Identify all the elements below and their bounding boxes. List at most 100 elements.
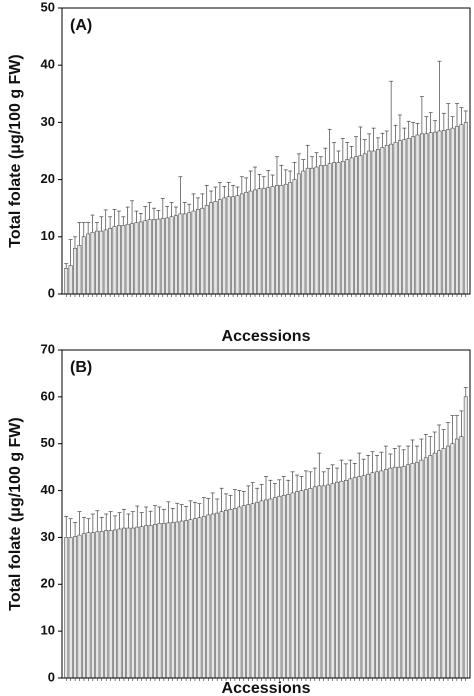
bar xyxy=(237,506,242,679)
bar xyxy=(401,465,406,679)
bar xyxy=(283,183,288,295)
bar xyxy=(179,520,184,679)
bar xyxy=(354,156,358,295)
bar xyxy=(428,455,433,679)
bar xyxy=(113,529,117,679)
bar xyxy=(450,127,455,295)
bar xyxy=(281,495,286,679)
bar xyxy=(321,485,326,679)
bar xyxy=(77,245,82,295)
bar xyxy=(108,227,113,295)
bar xyxy=(99,531,104,679)
y-tick-label: 30 xyxy=(41,529,55,544)
bar xyxy=(130,223,134,295)
bar xyxy=(295,491,300,679)
bar xyxy=(86,532,91,679)
bar xyxy=(191,210,196,295)
y-tick-label: 50 xyxy=(41,435,55,450)
bar xyxy=(222,197,227,295)
bar xyxy=(419,133,424,295)
bar xyxy=(95,230,99,295)
bar xyxy=(332,162,336,295)
bar xyxy=(259,500,264,679)
bar xyxy=(210,513,215,679)
bar xyxy=(184,520,189,679)
bar xyxy=(308,487,313,679)
bar xyxy=(406,138,411,295)
y-axis-title: Total folate (μg/100 g FW) xyxy=(7,54,24,248)
bar xyxy=(371,150,376,295)
bar xyxy=(175,521,180,679)
bar xyxy=(206,514,211,679)
bar xyxy=(144,525,149,679)
bar xyxy=(73,536,78,679)
bar xyxy=(335,481,339,679)
bar xyxy=(446,129,451,295)
bar xyxy=(345,159,350,295)
y-tick-label: 40 xyxy=(41,57,55,72)
y-tick-label: 50 xyxy=(41,0,55,14)
y-tick-label: 30 xyxy=(41,114,55,129)
bar xyxy=(174,215,178,295)
bar xyxy=(86,233,91,295)
bar xyxy=(73,247,77,295)
bar xyxy=(310,167,315,295)
bar xyxy=(139,526,144,679)
bar xyxy=(204,205,209,295)
x-axis-title: Accessions xyxy=(222,680,311,696)
y-axis-title: Total folate (μg/100 g FW) xyxy=(7,417,24,611)
bar xyxy=(433,131,437,295)
bar xyxy=(343,480,348,679)
bar xyxy=(213,201,218,295)
bar xyxy=(379,470,384,679)
bar xyxy=(157,523,162,679)
bar xyxy=(312,486,317,679)
bar xyxy=(446,445,450,679)
bar xyxy=(135,526,140,679)
bar xyxy=(166,522,171,679)
bar xyxy=(327,163,332,295)
bar xyxy=(270,186,275,295)
bar xyxy=(348,478,353,679)
bar xyxy=(383,469,388,679)
bar xyxy=(297,173,301,295)
bar xyxy=(134,222,139,295)
bar xyxy=(152,219,156,295)
y-tick-label: 60 xyxy=(41,388,55,403)
bar xyxy=(112,226,117,295)
y-tick-label: 40 xyxy=(41,482,55,497)
bar xyxy=(261,187,266,295)
bar xyxy=(380,147,385,295)
bar xyxy=(148,524,153,679)
bar xyxy=(235,195,240,295)
bar xyxy=(103,229,108,295)
bar xyxy=(231,196,235,295)
bar xyxy=(239,193,244,295)
bar xyxy=(188,519,193,679)
bar xyxy=(244,191,249,295)
y-tick-label: 20 xyxy=(41,576,55,591)
bar xyxy=(301,170,306,295)
bar xyxy=(95,531,100,679)
bar xyxy=(219,511,224,679)
bar xyxy=(410,463,415,679)
bar xyxy=(314,166,319,295)
bar xyxy=(463,122,468,295)
bar xyxy=(241,505,246,679)
bar xyxy=(99,230,104,295)
bar xyxy=(161,523,166,679)
bar xyxy=(279,185,284,295)
plot-frame xyxy=(61,7,471,295)
y-tick-label: 10 xyxy=(41,228,55,243)
bar xyxy=(268,498,273,679)
bar xyxy=(108,530,113,679)
bar xyxy=(330,483,335,679)
bar xyxy=(169,216,174,295)
bar xyxy=(178,213,183,295)
bar xyxy=(232,508,237,679)
bar xyxy=(193,518,197,679)
bar xyxy=(463,396,468,679)
bar xyxy=(104,530,109,679)
bar xyxy=(82,533,86,679)
bar xyxy=(138,221,143,295)
